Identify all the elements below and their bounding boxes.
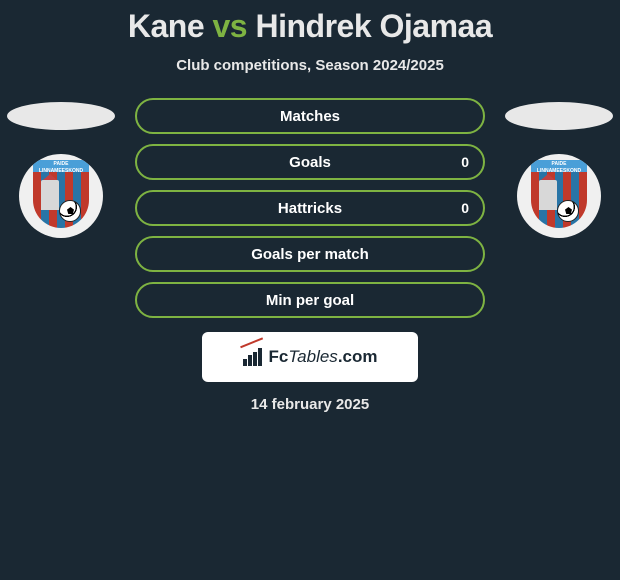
badge-circle: PAIDE LINNAMEESKOND <box>19 154 103 238</box>
stat-value-right: 0 <box>461 154 469 170</box>
football-icon <box>557 200 579 222</box>
fctables-logo: FcTables.com <box>243 347 378 367</box>
badge-inner: PAIDE LINNAMEESKOND <box>31 160 91 232</box>
stat-label: Goals per match <box>251 246 369 263</box>
club-shield-icon: PAIDE LINNAMEESKOND <box>531 160 587 228</box>
comparison-card: Kane vs Hindrek Ojamaa Club competitions… <box>0 0 620 413</box>
stat-label: Matches <box>280 108 340 125</box>
stat-value-right: 0 <box>461 200 469 216</box>
vs-text: vs <box>213 8 248 44</box>
stat-row-goals: Goals 0 <box>135 144 485 180</box>
club-badge-right: PAIDE LINNAMEESKOND <box>517 154 601 238</box>
fctables-logo-box: FcTables.com <box>202 332 418 382</box>
logo-tables: Tables <box>288 347 337 366</box>
stat-label: Min per goal <box>266 292 354 309</box>
ellipse-left <box>7 102 115 130</box>
ellipse-right <box>505 102 613 130</box>
player1-name: Kane <box>128 8 204 44</box>
badge-circle: PAIDE LINNAMEESKOND <box>517 154 601 238</box>
badge-inner: PAIDE LINNAMEESKOND <box>529 160 589 232</box>
club-badge-left: PAIDE LINNAMEESKOND <box>19 154 103 238</box>
stat-label: Goals <box>289 154 331 171</box>
logo-fc: Fc <box>269 347 289 366</box>
stat-row-matches: Matches <box>135 98 485 134</box>
chart-icon <box>243 348 265 366</box>
logo-ext: .com <box>338 347 378 366</box>
logo-text: FcTables.com <box>269 347 378 367</box>
stat-label: Hattricks <box>278 200 342 217</box>
football-icon <box>59 200 81 222</box>
page-title: Kane vs Hindrek Ojamaa <box>0 8 620 45</box>
subtitle: Club competitions, Season 2024/2025 <box>0 57 620 74</box>
stat-rows: Matches Goals 0 Hattricks 0 Goals per ma… <box>135 98 485 318</box>
main-area: PAIDE LINNAMEESKOND <box>0 98 620 413</box>
date-text: 14 february 2025 <box>10 396 610 413</box>
stat-row-hattricks: Hattricks 0 <box>135 190 485 226</box>
club-shield-icon: PAIDE LINNAMEESKOND <box>33 160 89 228</box>
stat-row-min-per-goal: Min per goal <box>135 282 485 318</box>
stat-row-goals-per-match: Goals per match <box>135 236 485 272</box>
tower-icon <box>539 180 557 210</box>
tower-icon <box>41 180 59 210</box>
player2-name: Hindrek Ojamaa <box>255 8 492 44</box>
